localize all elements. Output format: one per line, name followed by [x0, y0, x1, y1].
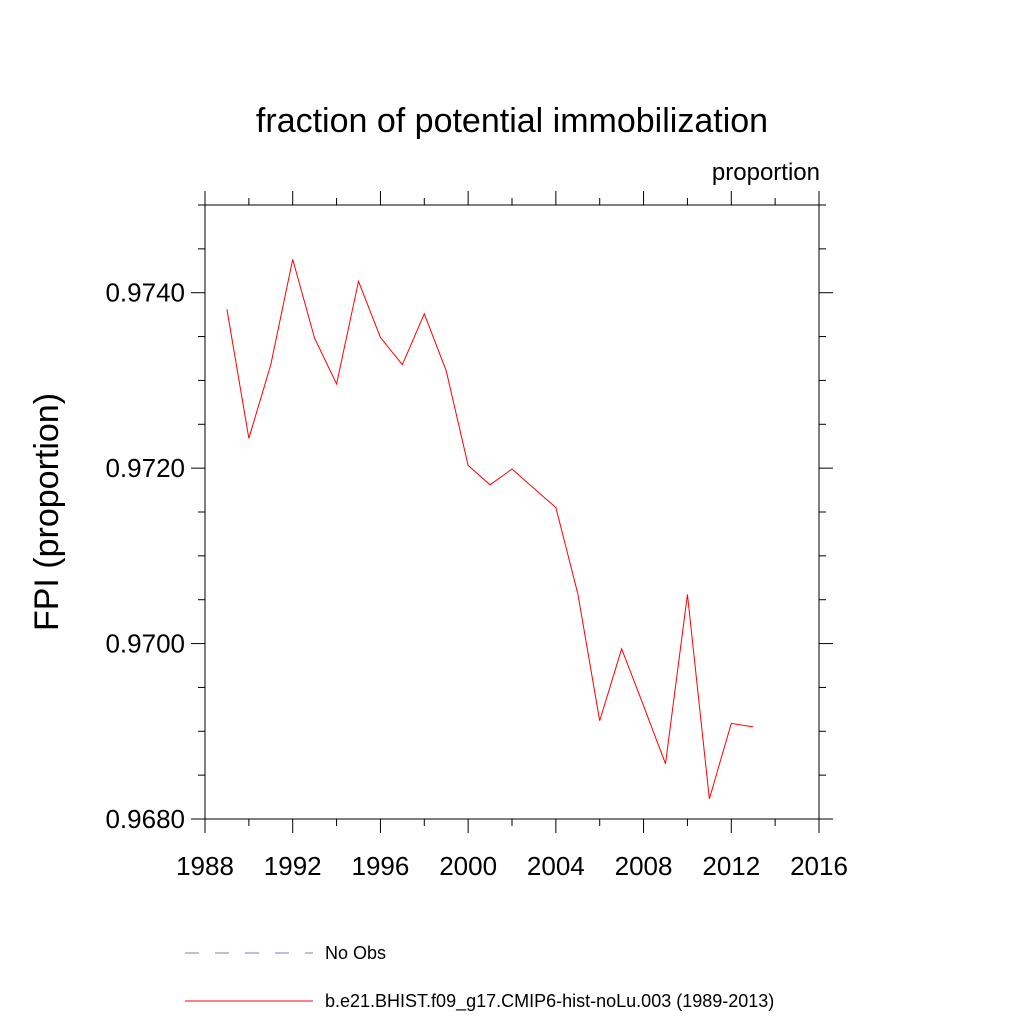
y-axis-ticks: 0.9680 0.9700 0.9720 0.9740	[105, 204, 833, 834]
legend-label-series: b.e21.BHIST.f09_g17.CMIP6-hist-noLu.003 …	[325, 991, 774, 1012]
series-layer	[226, 259, 754, 799]
x-tick-label: 2000	[439, 851, 497, 881]
x-tick-label: 1992	[264, 851, 322, 881]
y-tick-label: 0.9700	[105, 629, 185, 659]
x-axis-ticks: 1988 1992 1996 2000 2004 2008 2012 2016	[176, 191, 848, 881]
y-axis-label: FPI (proportion)	[28, 393, 66, 631]
x-tick-label: 2004	[527, 851, 585, 881]
chart-title: fraction of potential immobilization	[256, 102, 768, 140]
x-tick-label: 2008	[615, 851, 673, 881]
y-tick-label: 0.9680	[105, 804, 185, 834]
x-tick-label: 2012	[702, 851, 760, 881]
y-tick-label: 0.9720	[105, 453, 185, 483]
y-tick-label: 0.9740	[105, 278, 185, 308]
x-tick-label: 1988	[176, 851, 234, 881]
legend: No Obs b.e21.BHIST.f09_g17.CMIP6-hist-no…	[185, 943, 774, 1012]
x-tick-label: 2016	[790, 851, 848, 881]
series-line-0	[226, 259, 754, 799]
legend-label-no-obs: No Obs	[325, 943, 386, 963]
x-tick-label: 1996	[352, 851, 410, 881]
plot-frame	[204, 204, 820, 820]
units-label: proportion	[712, 159, 820, 186]
